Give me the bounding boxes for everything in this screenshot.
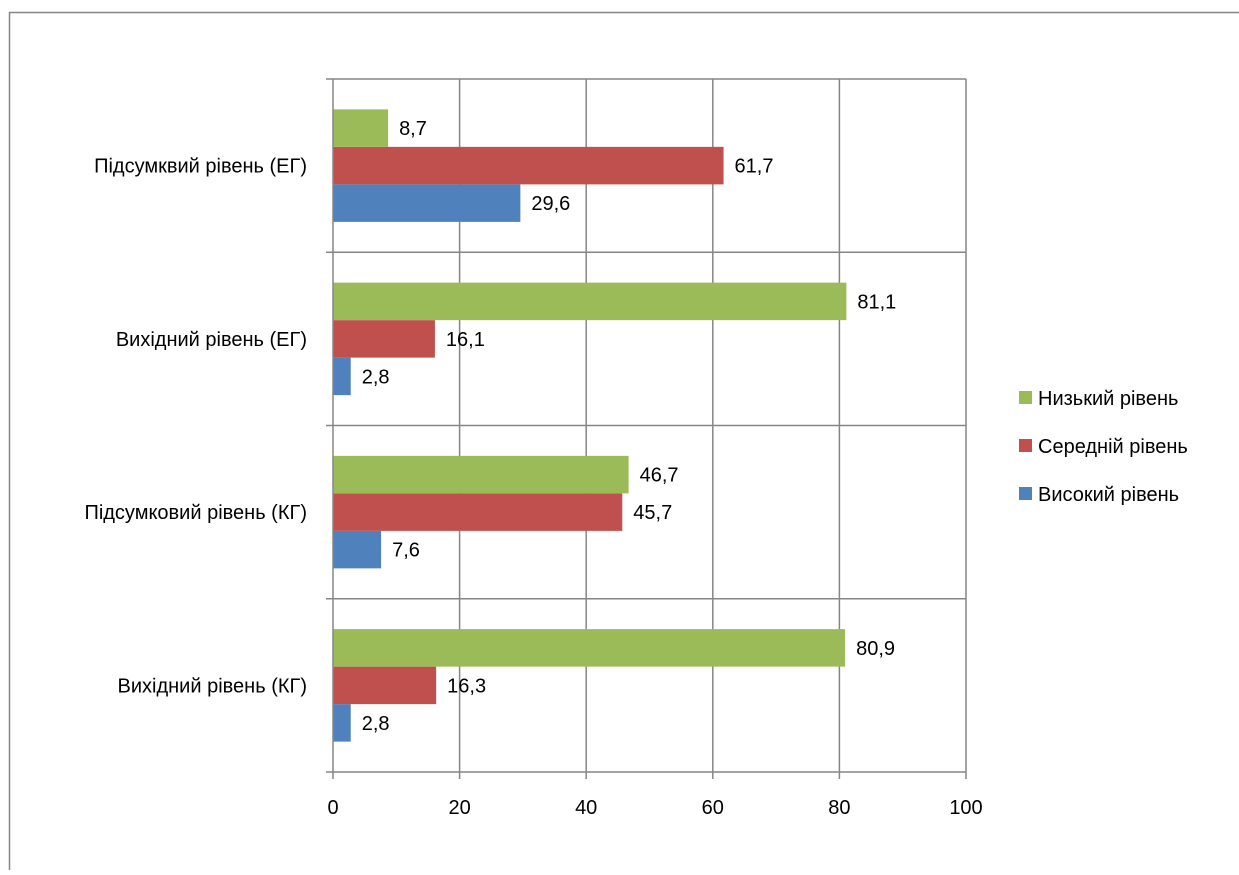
data-label: 29,6 (531, 193, 570, 215)
x-tick-label: 60 (702, 797, 724, 819)
bar (333, 667, 436, 705)
bar (333, 704, 351, 742)
bar (333, 109, 388, 147)
x-tick-label: 80 (828, 797, 850, 819)
data-label: 45,7 (633, 502, 672, 524)
data-label: 61,7 (735, 156, 774, 178)
category-label: Підсумковий рівень (КГ) (84, 502, 307, 524)
data-label: 8,7 (399, 118, 427, 140)
data-label: 2,8 (362, 713, 390, 735)
bar (333, 283, 846, 321)
bar (333, 531, 381, 569)
category-label: Підсумквий рівень (ЕГ) (94, 156, 307, 178)
bar (333, 358, 351, 396)
data-label: 7,6 (392, 540, 420, 562)
legend-label: Низький рівень (1038, 388, 1178, 410)
bar (333, 629, 845, 667)
bar (333, 493, 622, 531)
bar (333, 147, 724, 185)
legend-label: Середній рівень (1038, 436, 1188, 458)
bar (333, 320, 435, 358)
category-label: Вихідний рівень (ЕГ) (116, 329, 307, 351)
data-label: 16,3 (447, 675, 486, 697)
data-label: 80,9 (856, 638, 895, 660)
data-label: 46,7 (640, 465, 679, 487)
data-label: 16,1 (446, 329, 485, 351)
axes: Вихідний рівень (КГ) Підсумковий рівень (… (84, 79, 982, 819)
legend-swatch (1019, 487, 1032, 500)
x-tick-label: 40 (575, 797, 597, 819)
data-label: 2,8 (362, 366, 390, 388)
bar (333, 456, 629, 494)
legend: Низький рівень Середній рівень Високий рів… (1019, 388, 1188, 506)
x-tick-label: 100 (949, 797, 982, 819)
category-label: Вихідний рівень (КГ) (118, 675, 307, 697)
data-label: 81,1 (857, 291, 896, 313)
x-tick-label: 20 (448, 797, 470, 819)
x-tick-label: 0 (327, 797, 338, 819)
legend-swatch (1019, 391, 1032, 404)
legend-label: Високий рівень (1038, 484, 1179, 506)
bar (333, 184, 520, 222)
legend-swatch (1019, 439, 1032, 452)
